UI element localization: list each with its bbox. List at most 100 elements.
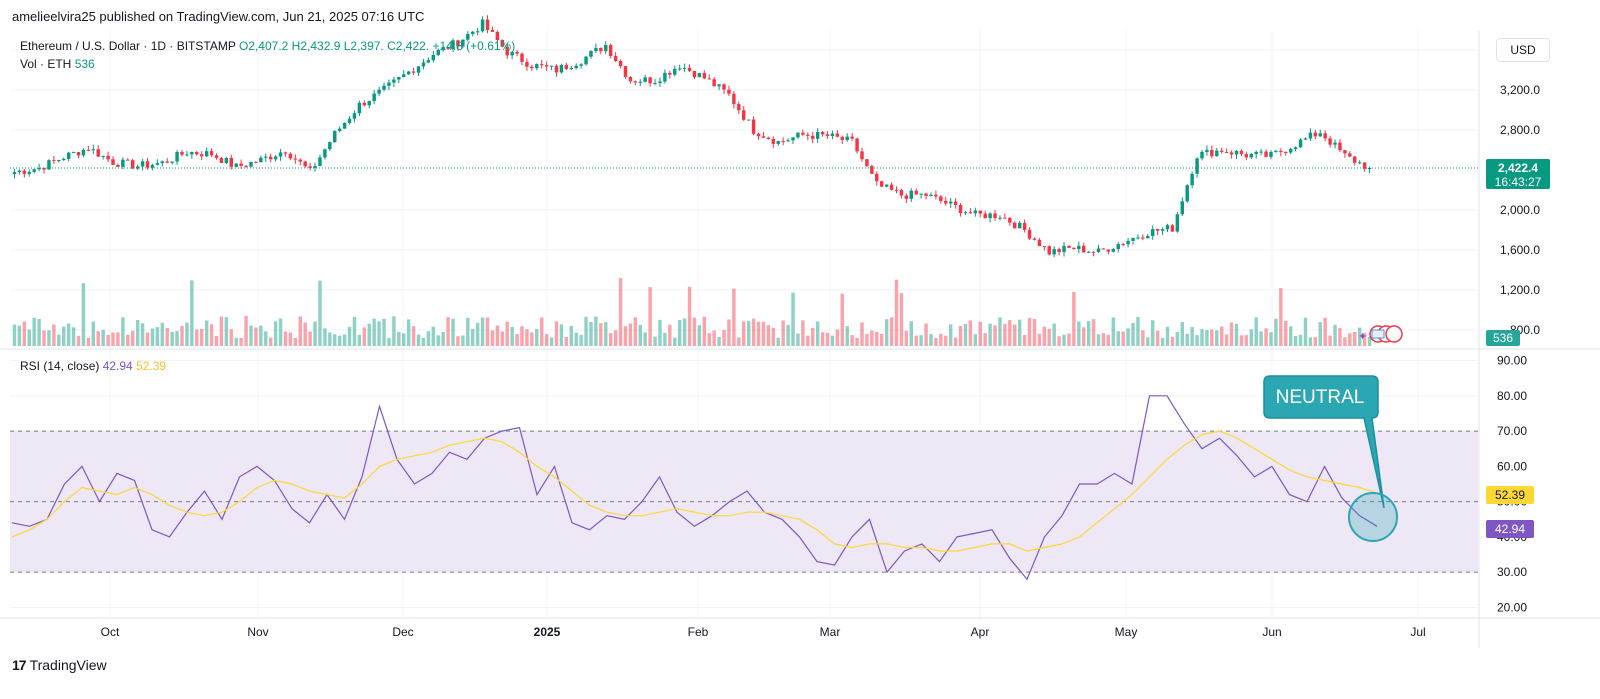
volume-bar <box>190 280 194 346</box>
candle-body <box>362 102 367 106</box>
candle-body <box>1234 150 1239 155</box>
volume-bar <box>372 318 376 346</box>
volume-bar <box>613 330 618 346</box>
volume-bar <box>919 335 923 346</box>
volume-bar <box>692 317 697 346</box>
candle-body <box>850 136 854 139</box>
volume-bar <box>362 327 367 346</box>
candle-body <box>1077 245 1081 249</box>
candle-body <box>618 60 623 67</box>
candle-body <box>1096 248 1101 252</box>
candle-body <box>845 136 849 140</box>
candle-body <box>264 156 268 158</box>
volume-bar <box>939 333 943 346</box>
candle-body <box>1180 201 1185 215</box>
volume-bar <box>1106 334 1111 346</box>
candle-body <box>594 47 598 52</box>
candle-body <box>830 133 835 137</box>
volume-bar <box>1086 321 1091 346</box>
price-tick-label: 3,200.0 <box>1500 83 1540 97</box>
volume-bar <box>471 328 475 346</box>
volume-bar <box>668 324 672 346</box>
volume-bar <box>845 326 849 346</box>
volume-tag-label: 536 <box>1493 331 1513 345</box>
event-flags-icon[interactable]: ✦ <box>1358 325 1403 343</box>
candle-body <box>1323 133 1327 139</box>
candle-body <box>589 51 593 57</box>
rsi-tick-label: 30.00 <box>1497 565 1527 579</box>
candle-body <box>224 157 229 163</box>
volume-bar <box>840 293 845 346</box>
volume-bar <box>165 328 169 346</box>
candle-body <box>722 84 726 90</box>
volume-legend[interactable]: Vol · ETH 536 <box>20 57 95 71</box>
volume-bar <box>702 316 707 346</box>
volume-bar <box>485 317 490 346</box>
volume-bar <box>347 326 352 346</box>
volume-bar <box>712 330 716 346</box>
rsi-label: RSI (14, close) <box>20 359 100 373</box>
candle-body <box>1338 142 1342 151</box>
volume-bar <box>456 336 460 346</box>
rsi-band <box>10 430 1478 573</box>
volume-bar <box>1318 322 1322 346</box>
volume-bar <box>337 335 342 346</box>
volume-bar <box>446 317 450 346</box>
volume-bar <box>436 335 440 346</box>
volume-bar <box>283 331 288 346</box>
neutral-callout[interactable]: NEUTRAL <box>1263 375 1398 542</box>
candle-body <box>239 163 243 166</box>
volume-bar <box>707 333 711 346</box>
candle-body <box>431 54 436 61</box>
candle-body <box>889 184 894 190</box>
symbol-legend[interactable]: Ethereum / U.S. Dollar · 1D · BITSTAMP O… <box>20 39 515 53</box>
candle-body <box>1151 229 1155 236</box>
candle-body <box>318 157 322 166</box>
rsi-band-fill <box>10 431 1478 573</box>
neutral-callout-label: NEUTRAL <box>1276 387 1365 408</box>
volume-bar <box>229 329 233 346</box>
volume-bar <box>1234 323 1239 346</box>
candle-body <box>702 73 707 79</box>
volume-bar <box>663 332 667 346</box>
candle-body <box>781 141 785 143</box>
volume-bar <box>1022 335 1027 346</box>
candle-body <box>234 163 238 167</box>
currency-button[interactable]: USD <box>1496 38 1550 62</box>
price-tick-label: 1,600.0 <box>1500 243 1540 257</box>
volume-bar <box>677 319 682 346</box>
volume-bar <box>544 334 549 346</box>
candle-body <box>150 164 155 168</box>
candle-body <box>387 82 391 86</box>
candle-body <box>1219 150 1224 152</box>
candle-body <box>180 152 184 155</box>
volume-bar <box>835 329 840 346</box>
volume-bar <box>1052 323 1056 346</box>
candle-body <box>288 153 293 159</box>
candle-body <box>249 161 253 167</box>
volume-bar <box>1323 317 1327 346</box>
volume-bar <box>756 321 761 346</box>
volume-bar <box>199 328 204 346</box>
time-tick-label: Apr <box>971 625 990 639</box>
candle-body <box>135 166 140 169</box>
candle-body <box>840 136 845 140</box>
candle-body <box>303 161 307 167</box>
footer-brand: TradingView <box>29 657 107 673</box>
candle-body <box>549 65 554 67</box>
candle-body <box>697 73 702 78</box>
volume-bar <box>480 317 485 346</box>
volume-bar <box>1343 337 1347 346</box>
candle-body <box>668 72 672 75</box>
candle-body <box>604 45 608 52</box>
candle-body <box>416 66 421 73</box>
price-tick-label: 1,200.0 <box>1500 283 1540 297</box>
candle-body <box>195 151 199 155</box>
time-tick-label: Feb <box>688 625 709 639</box>
rsi-legend[interactable]: RSI (14, close) 42.94 52.39 <box>20 359 166 373</box>
candle-body <box>909 190 913 199</box>
volume-bar <box>623 326 628 346</box>
candle-body <box>47 160 51 170</box>
candle-body <box>436 49 440 55</box>
